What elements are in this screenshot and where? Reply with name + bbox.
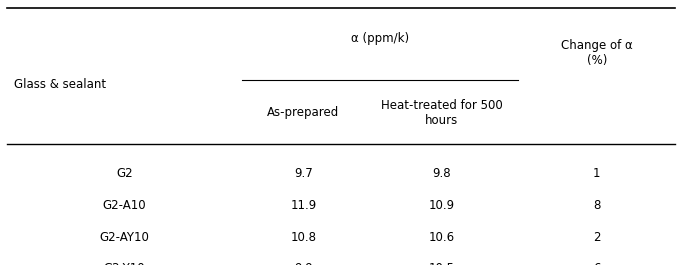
Text: 6: 6 xyxy=(593,262,600,265)
Text: 1: 1 xyxy=(593,167,600,180)
Text: As-prepared: As-prepared xyxy=(267,106,340,119)
Text: 10.6: 10.6 xyxy=(428,231,455,244)
Text: Change of α
(%): Change of α (%) xyxy=(561,39,633,67)
Text: Glass & sealant: Glass & sealant xyxy=(14,78,106,91)
Text: 9.9: 9.9 xyxy=(294,262,313,265)
Text: G2-Y10: G2-Y10 xyxy=(104,262,145,265)
Text: α (ppm/k): α (ppm/k) xyxy=(351,32,409,45)
Text: G2: G2 xyxy=(116,167,133,180)
Text: G2-A10: G2-A10 xyxy=(103,199,146,212)
Text: 9.7: 9.7 xyxy=(294,167,313,180)
Text: 10.8: 10.8 xyxy=(291,231,316,244)
Text: 10.5: 10.5 xyxy=(428,262,455,265)
Text: 9.8: 9.8 xyxy=(432,167,451,180)
Text: Heat-treated for 500
hours: Heat-treated for 500 hours xyxy=(381,99,503,127)
Text: 11.9: 11.9 xyxy=(291,199,316,212)
Text: 10.9: 10.9 xyxy=(428,199,455,212)
Text: G2-AY10: G2-AY10 xyxy=(100,231,149,244)
Text: 8: 8 xyxy=(593,199,600,212)
Text: 2: 2 xyxy=(593,231,600,244)
